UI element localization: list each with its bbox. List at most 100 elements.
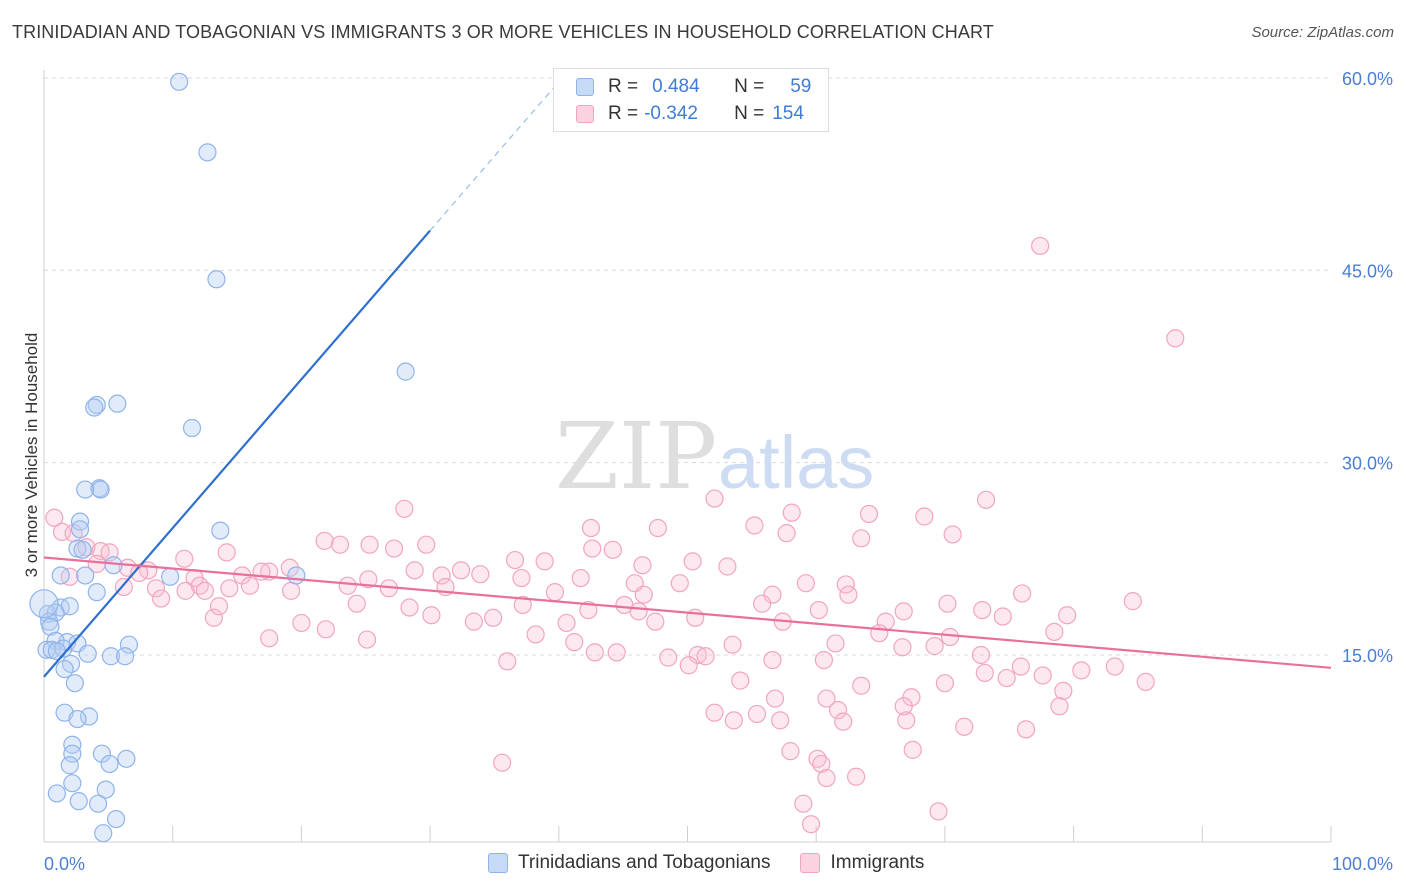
data-point-trinidadians	[85, 398, 104, 417]
data-point-immigrants	[316, 620, 335, 639]
data-point-trinidadians	[47, 784, 66, 803]
data-point-immigrants	[405, 561, 424, 580]
data-point-immigrants	[870, 624, 889, 643]
y-tick-label: 45.0%	[1342, 261, 1393, 281]
data-point-immigrants	[796, 574, 816, 593]
data-point-immigrants	[782, 503, 801, 522]
data-point-trinidadians	[91, 480, 110, 499]
data-point-trinidadians	[90, 479, 109, 498]
data-point-immigrants	[498, 652, 517, 671]
data-point-immigrants	[607, 643, 626, 662]
data-point-trinidadians	[94, 824, 113, 843]
data-point-immigrants	[585, 643, 604, 662]
data-point-immigrants	[526, 625, 545, 644]
data-point-immigrants	[422, 606, 441, 625]
data-point-immigrants	[894, 602, 913, 621]
series-trinidadians	[29, 72, 415, 843]
legend-item-trinidadians: Trinidadians and Tobagonians	[488, 852, 770, 874]
data-point-immigrants	[915, 507, 934, 526]
data-point-immigrants	[1031, 236, 1050, 256]
data-point-trinidadians	[29, 589, 59, 619]
data-point-immigrants	[763, 650, 782, 670]
data-point-immigrants	[801, 815, 821, 834]
data-point-immigrants	[763, 585, 782, 604]
data-point-immigrants	[292, 613, 311, 633]
data-point-immigrants	[330, 535, 350, 554]
data-point-immigrants	[347, 594, 366, 613]
data-point-immigrants	[579, 600, 598, 620]
data-point-trinidadians	[182, 418, 202, 438]
data-point-immigrants	[1123, 592, 1142, 611]
data-point-trinidadians	[70, 512, 90, 531]
legend-row-trinidadians: R = 0.484 N = 59	[576, 75, 811, 99]
y-tick-label: 15.0%	[1342, 646, 1393, 666]
data-point-immigrants	[209, 597, 229, 616]
data-point-immigrants	[747, 704, 767, 724]
data-point-immigrants	[557, 613, 576, 633]
data-point-immigrants	[718, 557, 737, 576]
data-point-immigrants	[360, 535, 379, 554]
data-point-trinidadians	[101, 647, 121, 666]
data-point-immigrants	[925, 636, 944, 656]
data-point-immigrants	[603, 540, 622, 559]
watermark-atlas: atlas	[718, 421, 874, 504]
data-point-immigrants	[781, 742, 800, 761]
x-tick-label: 0.0%	[44, 854, 85, 874]
data-point-immigrants	[634, 585, 653, 604]
legend-item-immigrants: Immigrants	[800, 852, 924, 874]
data-point-immigrants	[1013, 584, 1032, 603]
data-point-immigrants	[705, 703, 724, 722]
data-point-immigrants	[812, 754, 831, 774]
data-point-immigrants	[765, 689, 785, 708]
watermark-zip: ZIP	[555, 403, 717, 510]
data-point-immigrants	[195, 581, 214, 600]
data-point-trinidadians	[70, 520, 90, 539]
legend-swatch-pink	[800, 853, 821, 873]
data-point-immigrants	[903, 740, 922, 759]
data-point-trinidadians	[87, 395, 106, 415]
data-point-immigrants	[512, 568, 531, 588]
data-point-trinidadians	[46, 603, 65, 622]
data-point-trinidadians	[287, 566, 306, 585]
data-point-immigrants	[1166, 329, 1185, 348]
data-point-immigrants	[683, 552, 702, 571]
data-point-trinidadians	[211, 521, 230, 540]
data-point-immigrants	[1011, 657, 1030, 676]
data-point-immigrants	[935, 674, 955, 693]
data-point-immigrants	[176, 581, 195, 600]
correlation-legend: R = 0.484 N = 59 R = -0.342 N = 154	[553, 68, 829, 132]
data-point-immigrants	[705, 489, 724, 508]
data-point-immigrants	[745, 516, 764, 535]
legend-r-value: -0.342	[644, 103, 698, 124]
data-point-immigrants	[130, 563, 149, 583]
data-point-immigrants	[505, 550, 525, 570]
data-point-immigrants	[777, 524, 796, 543]
source-credit: Source: ZipAtlas.com	[1251, 24, 1394, 41]
data-point-immigrants	[400, 598, 419, 617]
data-point-trinidadians	[207, 270, 226, 289]
data-point-immigrants	[357, 630, 377, 649]
data-point-immigrants	[52, 522, 72, 541]
legend-swatch-blue	[576, 78, 594, 96]
data-point-trinidadians	[78, 644, 97, 663]
data-point-immigrants	[893, 638, 912, 657]
data-point-immigrants	[1058, 606, 1077, 625]
data-point-immigrants	[417, 535, 436, 554]
data-point-immigrants	[648, 518, 667, 538]
data-point-immigrants	[260, 629, 279, 648]
data-point-trinidadians	[79, 707, 99, 726]
data-point-immigrants	[814, 650, 834, 670]
data-point-immigrants	[929, 802, 948, 821]
legend-n-label: N =	[734, 103, 765, 124]
data-point-immigrants	[993, 607, 1012, 626]
data-point-immigrants	[565, 633, 584, 652]
data-point-trinidadians	[76, 480, 95, 499]
data-point-immigrants	[629, 602, 648, 621]
data-point-trinidadians	[73, 540, 92, 559]
data-point-immigrants	[897, 711, 916, 730]
data-point-immigrants	[646, 612, 665, 631]
data-point-immigrants	[114, 577, 133, 597]
trend-line-immigrants	[43, 556, 1332, 669]
data-point-immigrants	[451, 561, 471, 580]
